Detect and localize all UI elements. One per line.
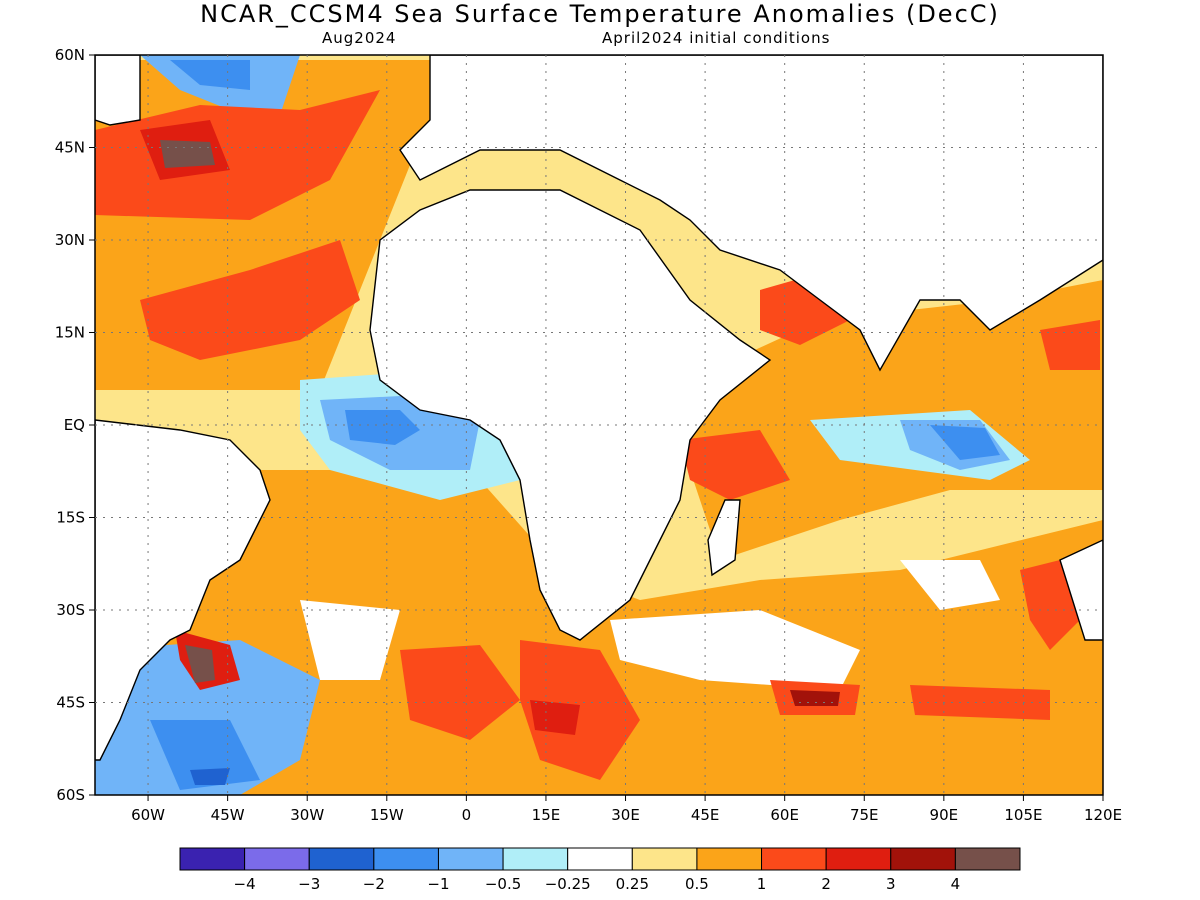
- lon-tick-label: 30E: [611, 806, 640, 824]
- lon-tick-label: 60E: [770, 806, 799, 824]
- lat-tick-label: 60S: [56, 786, 85, 804]
- lat-tick-label: 45N: [55, 139, 85, 157]
- colorbar-swatch: [890, 847, 956, 871]
- anomaly-region-south-indian-core: [790, 690, 840, 706]
- anomaly-region-agulhas-core: [530, 700, 580, 735]
- anomaly-region-southwest-atlantic: [95, 640, 320, 795]
- colorbar-swatch: [308, 847, 375, 871]
- lon-tick-label: 15W: [370, 806, 404, 824]
- anomaly-region-subpolar-atlantic-core: [170, 60, 250, 90]
- initial-conditions-label: April2024 initial conditions: [602, 29, 831, 47]
- colorbar-swatch: [373, 847, 439, 871]
- anomaly-region-neutral-south-indian: [610, 610, 860, 690]
- colorbar-swatch: [502, 847, 569, 871]
- anomaly-region-southwest-atlantic-core: [190, 768, 230, 785]
- colorbar-label: 4: [951, 875, 961, 893]
- lon-tick-label: 45W: [211, 806, 245, 824]
- colorbar-label: 0.5: [685, 875, 709, 893]
- australia-landmass: [1059, 539, 1103, 641]
- lon-tick-label: 90E: [930, 806, 959, 824]
- colorbar-swatch: [954, 847, 1021, 871]
- lat-tick-label: EQ: [64, 416, 85, 434]
- lon-tick-label: 30W: [290, 806, 324, 824]
- colorbar-swatch: [437, 847, 504, 871]
- forecast-month-label: Aug2024: [322, 29, 397, 47]
- colorbar-label: −0.25: [545, 875, 591, 893]
- colorbar-swatch: [567, 847, 633, 871]
- lat-tick-label: 45S: [56, 694, 85, 712]
- colorbar-swatch: [825, 847, 892, 871]
- lat-tick-label: 15S: [56, 509, 85, 527]
- lat-tick-label: 30S: [56, 601, 85, 619]
- lon-tick-label: 60W: [131, 806, 165, 824]
- colorbar-label: −1: [427, 875, 449, 893]
- lon-tick-label: 45E: [691, 806, 720, 824]
- anomaly-region-subtropical-north-atlantic: [140, 240, 360, 360]
- lat-tick-label: 15N: [55, 324, 85, 342]
- anomaly-region-gulf-stream: [95, 90, 380, 220]
- north-america-landmass: [95, 55, 141, 126]
- colorbar-label: 2: [821, 875, 831, 893]
- anomaly-region-gulf-stream-extreme: [160, 140, 215, 168]
- colorbar-label: 1: [757, 875, 767, 893]
- colorbar-label: −0.5: [485, 875, 521, 893]
- colorbar-label: −3: [298, 875, 320, 893]
- colorbar-swatch: [696, 847, 763, 871]
- graticule: [95, 55, 1103, 795]
- anomaly-region-equatorial-atlantic-core: [345, 410, 420, 445]
- lat-tick-label: 60N: [55, 46, 85, 64]
- colorbar-swatch: [179, 847, 246, 871]
- chart-title: NCAR_CCSM4 Sea Surface Temperature Anoma…: [200, 0, 1000, 28]
- colorbar-label: −4: [234, 875, 256, 893]
- anomaly-region-west-indian: [680, 430, 790, 500]
- lat-tick-label: 30N: [55, 231, 85, 249]
- anomaly-region-neutral-subtropical-indian: [900, 560, 1000, 610]
- lon-tick-label: 75E: [850, 806, 879, 824]
- south-america-landmass: [95, 419, 271, 761]
- anomaly-region-south-indian-warm-east: [910, 685, 1050, 720]
- colorbar-label: 0.25: [616, 875, 649, 893]
- colorbar-swatch: [631, 847, 698, 871]
- lon-tick-label: 15E: [532, 806, 561, 824]
- lon-tick-label: 105E: [1004, 806, 1042, 824]
- lon-tick-label: 0: [462, 806, 472, 824]
- eurasia-landmass: [399, 55, 1103, 372]
- anomaly-region-southwest-atlantic-mid: [150, 720, 260, 790]
- colorbar: −4 −3 −2 −1 −0.5 −0.25 0.25 0.5 1 2 3 4: [179, 847, 1021, 893]
- anomaly-region-south-atlantic-warm: [400, 645, 520, 740]
- lon-tick-label: 120E: [1084, 806, 1122, 824]
- colorbar-label: −2: [363, 875, 385, 893]
- africa-landmass: [369, 189, 772, 641]
- anomaly-region-neutral-south-atlantic: [300, 600, 400, 680]
- anomaly-region-western-australia: [1020, 560, 1080, 650]
- anomaly-region-malvinas-extreme: [185, 645, 215, 683]
- axis-labels: 60N 45N 30N 15N EQ 15S 30S 45S 60S 60W 45W 30W 15W 0 1…: [55, 46, 1122, 824]
- anomaly-region-east-indian-core: [930, 425, 1000, 460]
- anomaly-region-agulhas-return: [520, 640, 640, 780]
- colorbar-swatch: [244, 847, 310, 871]
- colorbar-swatch: [761, 847, 827, 871]
- madagascar-landmass: [707, 499, 741, 577]
- colorbar-label: 3: [886, 875, 896, 893]
